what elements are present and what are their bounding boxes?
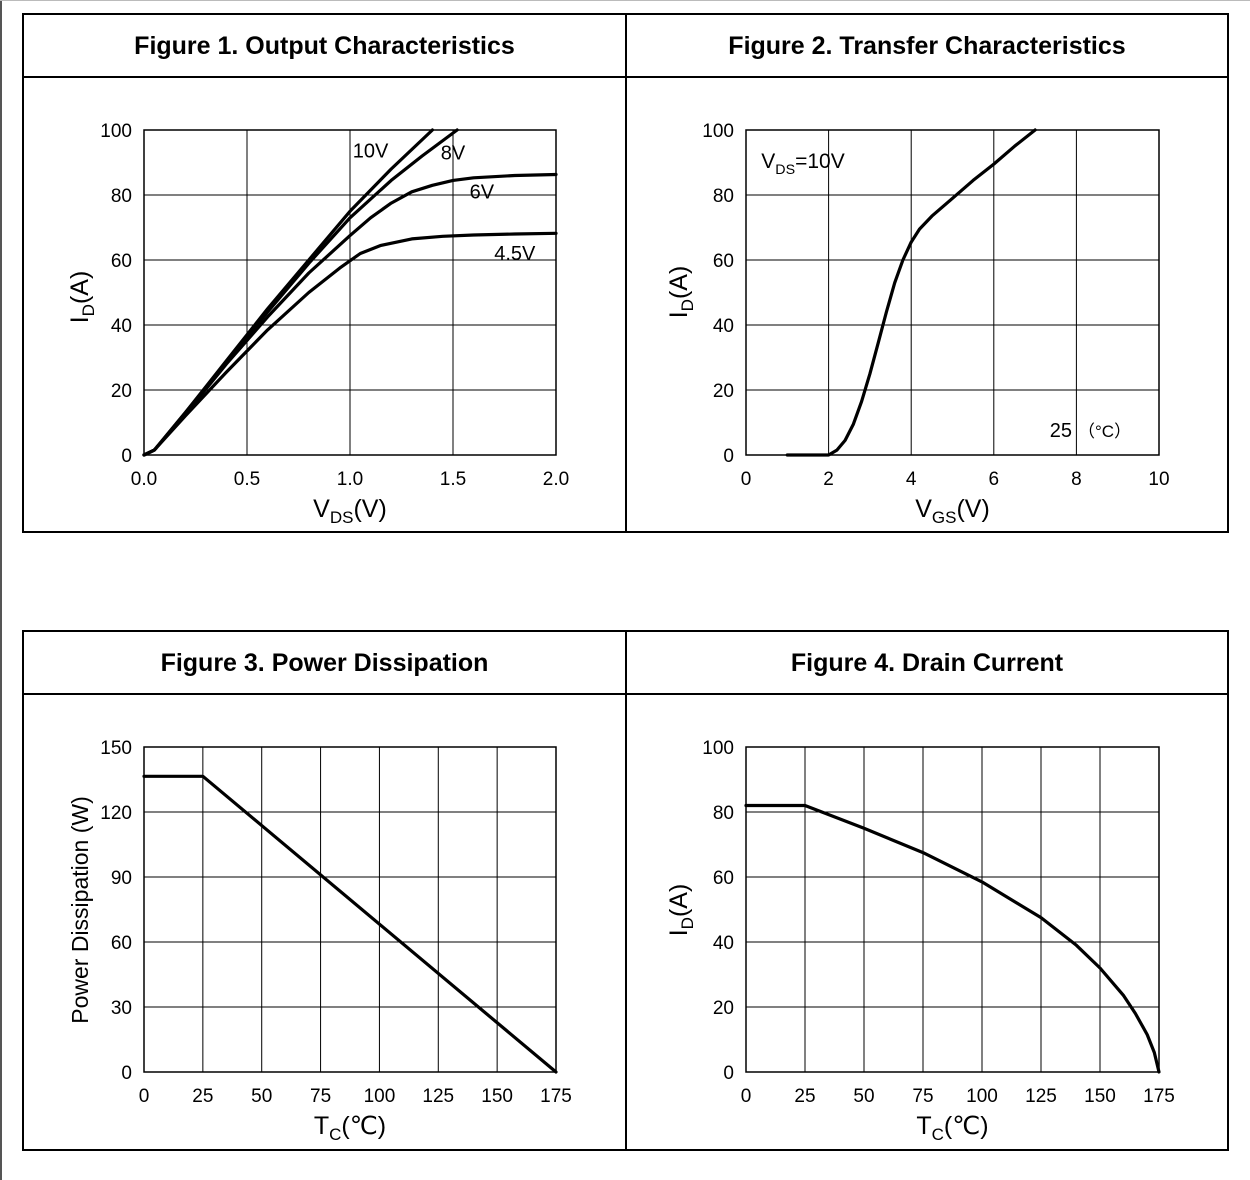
y-tick-label: 60 <box>111 251 132 272</box>
condition-label: VDS=10V <box>761 150 844 178</box>
temperature-label: 25 <box>1050 420 1072 442</box>
series-line-10V <box>142 128 434 457</box>
y-tick-label: 60 <box>713 868 734 889</box>
x-tick-label: 8 <box>1071 469 1082 490</box>
plot-frame <box>143 129 557 456</box>
x-tick-label: 6 <box>989 469 1000 490</box>
x-tick-label: 50 <box>853 1086 874 1107</box>
y-axis-label: ID(A) <box>665 266 697 319</box>
x-tick-label: 1.0 <box>337 469 363 490</box>
x-tick-label: 75 <box>912 1086 933 1107</box>
x-tick-label: 2 <box>823 469 834 490</box>
y-axis-label: ID(A) <box>665 884 697 937</box>
figure-table-top: Figure 1. Output Characteristics Figure … <box>22 13 1229 533</box>
y-tick-label: 60 <box>111 933 132 954</box>
x-axis-label: VDS(V) <box>313 495 387 527</box>
curve-label-10V: 10V <box>353 141 389 163</box>
y-axis-label: ID(A) <box>66 271 98 324</box>
x-tick-label: 0 <box>139 1086 150 1107</box>
x-tick-label: 25 <box>192 1086 213 1107</box>
chart-4: 0 25 50 75 100 125 150 175 0 20 40 60 80 100 TC(℃) ID(A… <box>665 738 1175 1144</box>
series-line-6V <box>142 172 558 457</box>
x-tick-label: 100 <box>966 1086 998 1107</box>
figure-3-title: Figure 3. Power Dissipation <box>160 649 489 677</box>
x-tick-label: 2.0 <box>543 469 569 490</box>
x-tick-label: 125 <box>1025 1086 1057 1107</box>
chart-1: 0.0 0.5 1.0 1.5 2.0 0 20 40 60 80 100 VDS(V) ID(A) <box>66 121 569 527</box>
y-tick-label: 40 <box>713 316 734 337</box>
x-tick-label: 10 <box>1148 469 1169 490</box>
figure-2-title: Figure 2. Transfer Characteristics <box>728 32 1126 60</box>
y-axis-label: Power Dissipation (W) <box>67 796 93 1024</box>
column-divider <box>625 632 627 1149</box>
x-tick-label: 0 <box>741 1086 752 1107</box>
y-tick-label: 150 <box>100 738 132 759</box>
x-tick-label: 150 <box>481 1086 513 1107</box>
plot-frame <box>745 746 1160 1073</box>
y-tick-label: 100 <box>702 121 734 142</box>
x-axis-label: TC(℃) <box>314 1112 386 1144</box>
y-tick-label: 60 <box>713 251 734 272</box>
x-tick-label: 1.5 <box>440 469 466 490</box>
y-tick-label: 80 <box>111 186 132 207</box>
y-tick-label: 120 <box>100 803 132 824</box>
x-tick-label: 175 <box>540 1086 572 1107</box>
figure-4-title: Figure 4. Drain Current <box>790 649 1064 677</box>
curve-label-8V: 8V <box>441 142 466 164</box>
x-tick-label: 50 <box>251 1086 272 1107</box>
y-tick-label: 30 <box>111 998 132 1019</box>
x-tick-label: 4 <box>906 469 917 490</box>
column-divider <box>625 15 627 531</box>
series-line <box>744 803 1161 1074</box>
y-tick-label: 90 <box>111 868 132 889</box>
page-edge-top <box>0 0 1250 1</box>
page-edge-left <box>0 0 2 1180</box>
y-tick-label: 20 <box>111 381 132 402</box>
y-tick-label: 100 <box>100 121 132 142</box>
x-tick-label: 150 <box>1084 1086 1116 1107</box>
series-line-25 <box>785 128 1037 457</box>
y-tick-label: 40 <box>713 933 734 954</box>
x-axis-label: TC(℃) <box>916 1112 988 1144</box>
series-line-45V <box>142 231 558 457</box>
x-tick-label: 125 <box>422 1086 454 1107</box>
y-tick-label: 80 <box>713 803 734 824</box>
plot-frame <box>143 746 557 1073</box>
plot-frame <box>745 129 1160 456</box>
x-tick-label: 100 <box>364 1086 396 1107</box>
curve-label-6V: 6V <box>470 181 495 203</box>
y-tick-label: 100 <box>702 738 734 759</box>
figure-1-title: Figure 1. Output Characteristics <box>134 32 515 60</box>
y-tick-label: 20 <box>713 381 734 402</box>
temperature-unit-label: （°C） <box>1078 422 1131 441</box>
x-axis-label: VGS(V) <box>915 495 990 527</box>
y-tick-label: 40 <box>111 316 132 337</box>
y-tick-label: 0 <box>723 1063 734 1084</box>
curve-label-45V: 4.5V <box>494 243 536 265</box>
y-tick-label: 80 <box>713 186 734 207</box>
x-tick-label: 0 <box>741 469 752 490</box>
x-tick-label: 0.5 <box>234 469 260 490</box>
x-tick-label: 25 <box>794 1086 815 1107</box>
y-tick-label: 0 <box>121 446 132 467</box>
figure-table-bottom: Figure 3. Power Dissipation Figure 4. Dr… <box>22 630 1229 1151</box>
series-line <box>142 774 558 1074</box>
x-tick-label: 175 <box>1143 1086 1175 1107</box>
y-tick-label: 0 <box>121 1063 132 1084</box>
y-tick-label: 0 <box>723 446 734 467</box>
x-tick-label: 0.0 <box>131 469 157 490</box>
chart-3: 0 25 50 75 100 125 150 175 0 30 60 90 120 150 TC(℃) Pow… <box>67 738 572 1144</box>
x-tick-label: 75 <box>310 1086 331 1107</box>
y-tick-label: 20 <box>713 998 734 1019</box>
